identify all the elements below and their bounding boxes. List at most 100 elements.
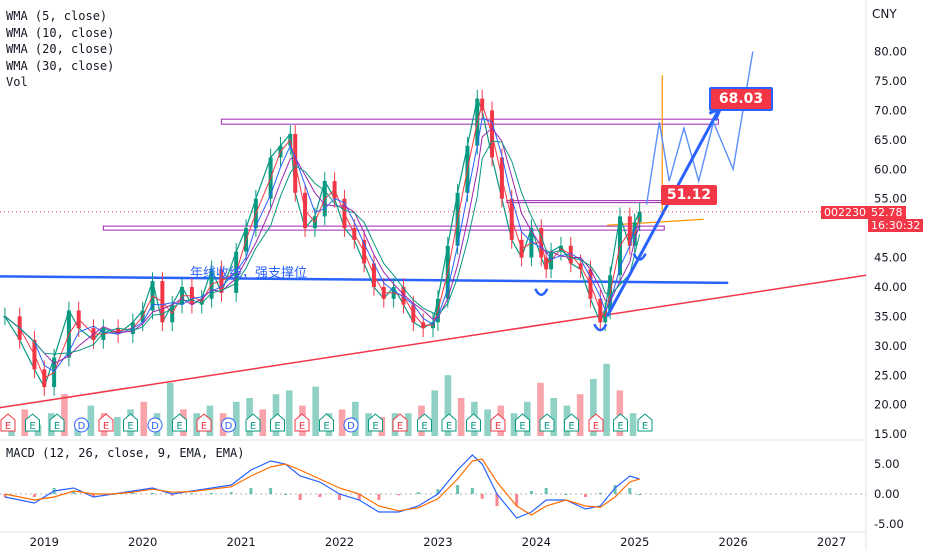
y-tick-label-2: 70.00 bbox=[874, 103, 907, 117]
legend-wma20[interactable]: WMA (20, close) bbox=[6, 42, 115, 56]
event-marker-label-11: E bbox=[274, 421, 280, 432]
event-marker-label-8: E bbox=[201, 421, 207, 432]
y-tick-label-8: 40.00 bbox=[874, 280, 907, 294]
resistance-zone bbox=[220, 118, 719, 125]
event-marker-15 bbox=[368, 413, 383, 432]
event-marker-17 bbox=[417, 413, 432, 432]
macd-hist-bar-15 bbox=[298, 494, 302, 500]
macd-hist-bar-4 bbox=[91, 494, 95, 497]
macd-tick-label-2: -5.00 bbox=[874, 517, 904, 531]
event-marker-0 bbox=[0, 413, 16, 432]
event-marker-label-10: E bbox=[250, 421, 256, 432]
macd-hist-bar-30 bbox=[564, 494, 568, 495]
volume-bar-44 bbox=[590, 379, 597, 436]
volume-bar-36 bbox=[484, 409, 491, 436]
event-marker-label-5: E bbox=[127, 421, 133, 432]
event-marker-22 bbox=[539, 413, 555, 432]
support-line bbox=[0, 275, 729, 285]
volume-bar-6 bbox=[87, 405, 95, 436]
event-marker-4 bbox=[98, 413, 114, 432]
legend-macd[interactable]: MACD (12, 26, close, 9, EMA, EMA) bbox=[6, 446, 245, 460]
event-marker-label-1: E bbox=[29, 421, 35, 432]
projection-path bbox=[645, 51, 754, 205]
ticker-tag: 002230 bbox=[821, 206, 869, 219]
event-marker-8 bbox=[196, 413, 212, 432]
x-tick-label-4: 2023 bbox=[423, 535, 452, 549]
event-marker-label-9: D bbox=[225, 421, 233, 432]
macd-tick-label-0: 5.00 bbox=[874, 457, 900, 471]
macd-hist-bar-23 bbox=[456, 485, 460, 494]
y-tick-label-13: 15.00 bbox=[874, 427, 907, 441]
y-tick-label-12: 20.00 bbox=[874, 398, 907, 412]
macd-hist-bar-11 bbox=[229, 492, 233, 494]
currency-label[interactable]: CNY bbox=[872, 7, 897, 21]
legend-wma30[interactable]: WMA (30, close) bbox=[6, 58, 115, 73]
event-marker-label-7: E bbox=[176, 421, 182, 432]
event-marker-19 bbox=[466, 413, 481, 432]
volume-bar-23 bbox=[312, 386, 319, 436]
event-marker-6 bbox=[147, 417, 163, 433]
volume-bar-46 bbox=[616, 390, 624, 436]
event-marker-label-19: E bbox=[470, 421, 476, 432]
wma10-line bbox=[4, 117, 640, 372]
macd-hist-bar-14 bbox=[283, 494, 287, 495]
event-marker-21 bbox=[515, 413, 530, 432]
macd-hist-bar-17 bbox=[338, 494, 342, 500]
volume-bar-21 bbox=[285, 390, 293, 436]
macd-hist-bar-8 bbox=[170, 494, 174, 496]
macd-hist-bar-0 bbox=[3, 494, 7, 497]
event-marker-18 bbox=[441, 413, 457, 432]
event-marker-1 bbox=[25, 413, 40, 432]
macd-hist-bar-27 bbox=[515, 494, 519, 506]
event-marker-label-24: E bbox=[593, 421, 599, 432]
event-marker-13 bbox=[319, 413, 334, 432]
volume-bar-38 bbox=[510, 413, 518, 436]
minor-zone bbox=[506, 200, 665, 204]
macd-hist-bar-34 bbox=[628, 488, 632, 494]
legend-vol[interactable]: Vol bbox=[6, 75, 28, 89]
macd-hist-bar-25 bbox=[480, 494, 484, 499]
macd-hist-bar-12 bbox=[249, 488, 253, 494]
price-tag: 52.78 bbox=[868, 206, 906, 219]
volume-bar-10 bbox=[140, 401, 148, 436]
event-marker-16 bbox=[392, 413, 408, 432]
x-tick-label-8: 2027 bbox=[817, 535, 846, 549]
y-tick-label-11: 25.00 bbox=[874, 368, 907, 382]
x-tick-label-6: 2025 bbox=[620, 535, 649, 549]
legend-wma5[interactable]: WMA (5, close) bbox=[6, 9, 108, 23]
event-marker-label-25: E bbox=[617, 421, 623, 432]
x-tick-label-7: 2026 bbox=[719, 535, 748, 549]
macd-hist-bar-6 bbox=[131, 492, 135, 494]
volume-bar-12 bbox=[166, 382, 174, 436]
event-marker-10 bbox=[245, 413, 261, 432]
event-marker-25 bbox=[613, 413, 628, 432]
orange-line bbox=[607, 218, 704, 226]
event-marker-label-16: E bbox=[397, 421, 403, 432]
x-tick-label-2: 2021 bbox=[226, 535, 255, 549]
volume-bar-33 bbox=[444, 375, 452, 436]
event-marker-5 bbox=[123, 413, 138, 432]
macd-hist-bar-1 bbox=[32, 494, 36, 497]
bottom-hook-0 bbox=[534, 288, 549, 297]
volume-bar-19 bbox=[259, 409, 267, 436]
macd-hist-bar-28 bbox=[529, 491, 533, 494]
event-marker-label-13: E bbox=[323, 421, 329, 432]
price-series-line bbox=[4, 96, 641, 389]
x-tick-label-5: 2024 bbox=[522, 535, 551, 549]
volume-bar-25 bbox=[338, 409, 346, 436]
y-tick-label-7: 45.00 bbox=[874, 251, 907, 265]
macd-hist-bar-26 bbox=[495, 494, 499, 506]
macd-hist-bar-22 bbox=[436, 489, 440, 494]
event-marker-label-21: E bbox=[519, 421, 525, 432]
event-marker-label-3: D bbox=[78, 421, 86, 432]
event-marker-label-12: E bbox=[299, 421, 305, 432]
legend-wma10[interactable]: WMA (10, close) bbox=[6, 25, 115, 40]
event-marker-label-17: E bbox=[421, 421, 427, 432]
breakout-arrow bbox=[605, 109, 720, 318]
event-marker-7 bbox=[172, 413, 187, 432]
event-marker-label-15: E bbox=[372, 421, 378, 432]
macd-hist-bar-24 bbox=[470, 488, 474, 494]
volume-bar-4 bbox=[61, 394, 68, 436]
